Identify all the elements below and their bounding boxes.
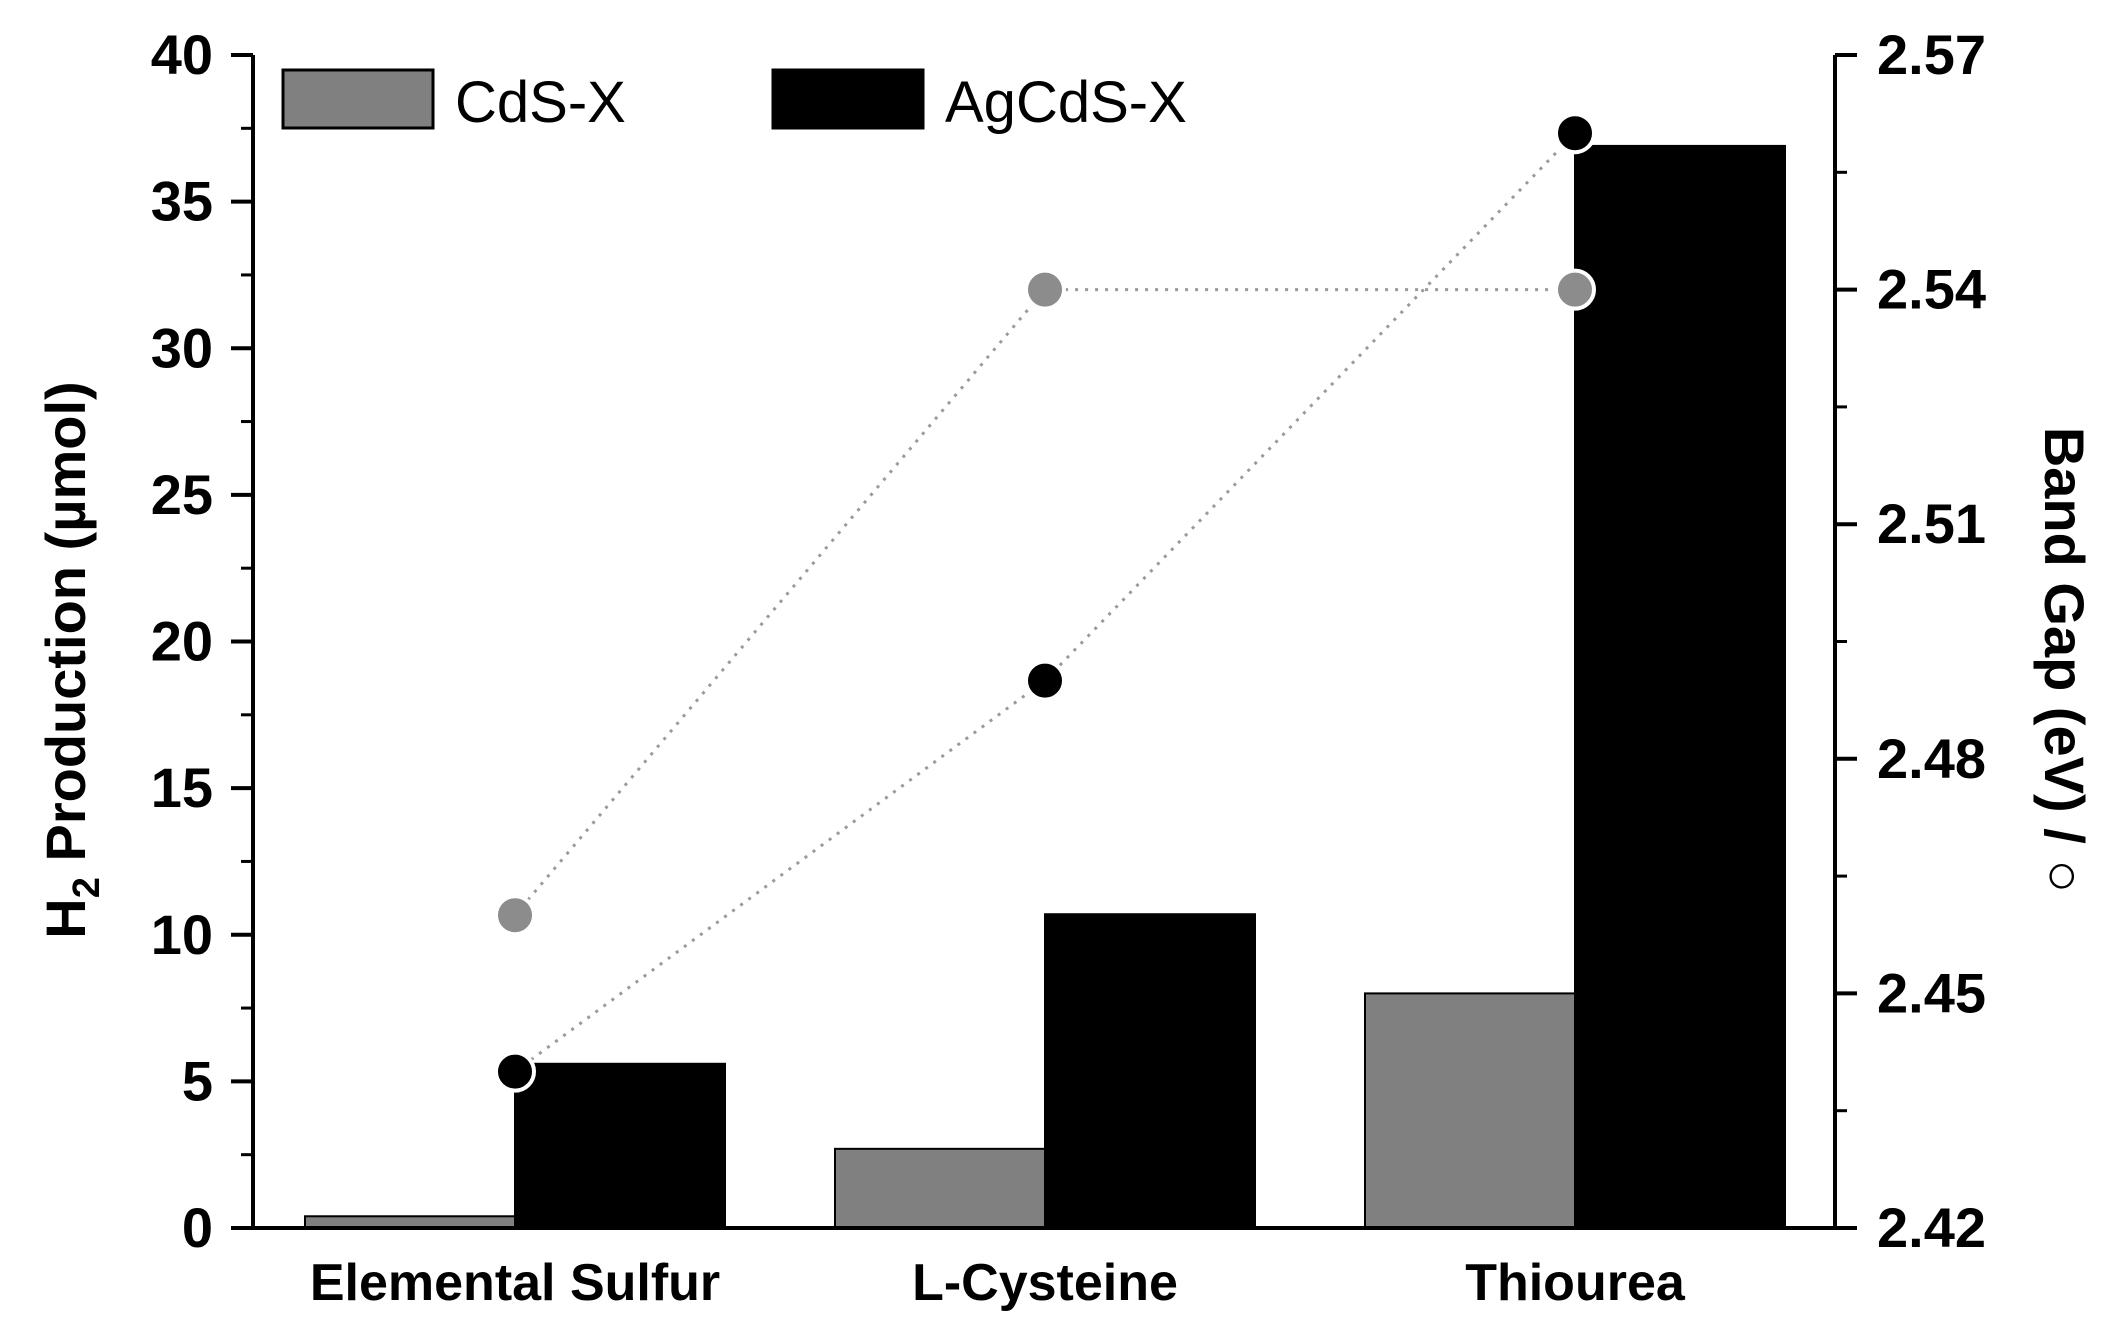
y-axis-title: H2 Production (µmol) — [34, 381, 108, 938]
legend-label-cds: CdS-X — [455, 70, 626, 135]
y-tick-label-8: 40 — [151, 23, 213, 86]
bandgap-point-cds-2 — [1554, 268, 1596, 311]
y2-axis-title: Band Gap (eV) / ○ — [2033, 427, 2096, 893]
bar-cds-1 — [834, 1147, 1046, 1230]
bandgap-point-cds-0 — [494, 894, 536, 937]
legend: CdS-X AgCdS-X — [281, 68, 1187, 135]
y2-tick-label-4: 2.54 — [1877, 258, 1986, 321]
y-tick-label-3: 15 — [151, 756, 213, 819]
bar-agcds-1 — [1044, 913, 1256, 1229]
axes: 0 5 10 15 20 25 30 35 40 2.42 2.45 2.48 2.51 2.54 2.57… — [151, 23, 1986, 1312]
y-tick-label-4: 20 — [151, 610, 213, 673]
y-tick-label-6: 30 — [151, 316, 213, 379]
y-axis-title-rest: Production (µmol) — [34, 381, 97, 877]
y-tick-label-2: 10 — [151, 903, 213, 966]
y2-tick-label-5: 2.57 — [1877, 23, 1986, 86]
y-tick-label-5: 25 — [151, 463, 213, 526]
legend-swatch-agcds — [771, 68, 925, 130]
y2-axis-title-symbol: ○ — [2033, 859, 2096, 893]
y2-tick-label-0: 2.42 — [1877, 1196, 1986, 1259]
bandgap-point-cds-1 — [1024, 268, 1066, 311]
y2-tick-label-1: 2.45 — [1877, 961, 1986, 1024]
bar-cds-2 — [1364, 992, 1576, 1230]
y2-tick-label-2: 2.48 — [1877, 727, 1986, 790]
legend-label-agcds: AgCdS-X — [945, 70, 1187, 135]
x-category-label-1: L-Cysteine — [912, 1254, 1178, 1312]
x-category-label-2: Thiourea — [1465, 1254, 1686, 1312]
y-tick-label-7: 35 — [151, 170, 213, 233]
x-category-label-0: Elemental Sulfur — [310, 1254, 720, 1312]
bandgap-line-cds — [513, 288, 1575, 917]
y-tick-label-0: 0 — [182, 1196, 213, 1259]
y2-tick-label-3: 2.51 — [1877, 492, 1986, 555]
y-axis-title-main: H — [34, 898, 97, 938]
bandgap-point-agcds-0 — [494, 1050, 536, 1093]
bar-agcds-2 — [1574, 144, 1786, 1230]
bandgap-point-agcds-2 — [1554, 112, 1596, 155]
y-axis-title-subscript: 2 — [66, 877, 108, 898]
bar-agcds-0 — [514, 1062, 726, 1230]
plot-area — [304, 112, 1786, 1230]
y-tick-label-1: 5 — [182, 1049, 213, 1112]
y2-axis-title-text: Band Gap (eV) / — [2033, 427, 2096, 860]
legend-swatch-cds — [281, 68, 435, 130]
bandgap-point-agcds-1 — [1024, 659, 1066, 702]
